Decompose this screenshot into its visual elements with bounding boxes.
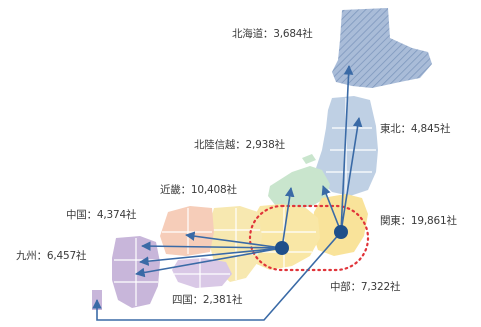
label-hokuriku-shinetsu: 北陸信越：2,938社 [194,137,285,152]
separator: ： [36,250,48,262]
label-chugoku-name: 中国 [66,209,87,221]
separator: ： [192,294,204,306]
label-kyushu: 九州：6,457社 [16,248,86,263]
label-hokuriku-count: 2,938社 [245,139,286,151]
label-kanto-count: 19,861社 [410,215,457,227]
arrow-to-kyushu-3 [135,247,283,278]
region-chugoku [160,206,214,256]
label-hokkaido-name: 北海道 [232,28,263,40]
arrow-to-kyushu-2 [139,247,283,266]
arrow-to-hokuriku-2 [281,187,295,249]
arrow-to-tohoku [340,117,363,233]
arrow-to-okinawa [92,231,342,321]
arrows-from-kinki [135,187,295,278]
label-kanto-name: 関東 [380,215,401,227]
region-hokkaido [332,8,432,88]
label-shikoku-count: 2,381社 [202,294,243,306]
label-kanto: 関東：19,861社 [380,213,457,228]
region-tohoku [316,96,378,196]
region-kanto [312,194,368,256]
separator: ： [262,28,274,40]
arrow-to-chugoku [185,231,283,249]
label-kinki-count: 10,408社 [190,184,237,196]
label-chubu-name: 中部 [330,281,351,293]
label-tohoku-count: 4,845社 [410,123,451,135]
arrow-to-hokkaido [340,65,354,233]
hokuriku-island [302,154,316,164]
label-kinki-name: 近畿 [160,184,181,196]
label-kinki: 近畿：10,408社 [160,182,237,197]
label-hokuriku-name: 北陸信越 [194,139,236,151]
label-tohoku: 東北：4,845社 [380,121,450,136]
arrow-to-kyushu-1 [141,241,283,251]
separator: ： [180,184,192,196]
tohoku-grid [326,98,376,194]
label-chubu-count: 7,322社 [360,281,401,293]
core-area-highlight [248,204,370,272]
label-tohoku-name: 東北 [380,123,401,135]
label-chugoku-count: 4,374社 [96,209,137,221]
label-chugoku: 中国：4,374社 [66,207,136,222]
label-shikoku-name: 四国 [172,294,193,306]
separator: ： [86,209,98,221]
hub-tokyo [334,225,348,239]
label-kyushu-count: 6,457社 [46,250,87,262]
label-shikoku: 四国：2,381社 [172,292,242,307]
label-chubu: 中部：7,322社 [330,279,400,294]
label-hokkaido-count: 3,684社 [273,28,313,40]
hub-osaka [275,241,289,255]
arrow-to-hokuriku [321,185,342,233]
region-hokuriku-shinetsu [268,166,330,210]
arrows-from-kanto [92,65,363,321]
separator: ： [235,139,246,151]
separator: ： [400,215,412,227]
label-kyushu-name: 九州 [16,250,37,262]
separator: ： [350,281,362,293]
separator: ： [400,123,412,135]
label-hokkaido: 北海道：3,684社 [232,26,313,41]
